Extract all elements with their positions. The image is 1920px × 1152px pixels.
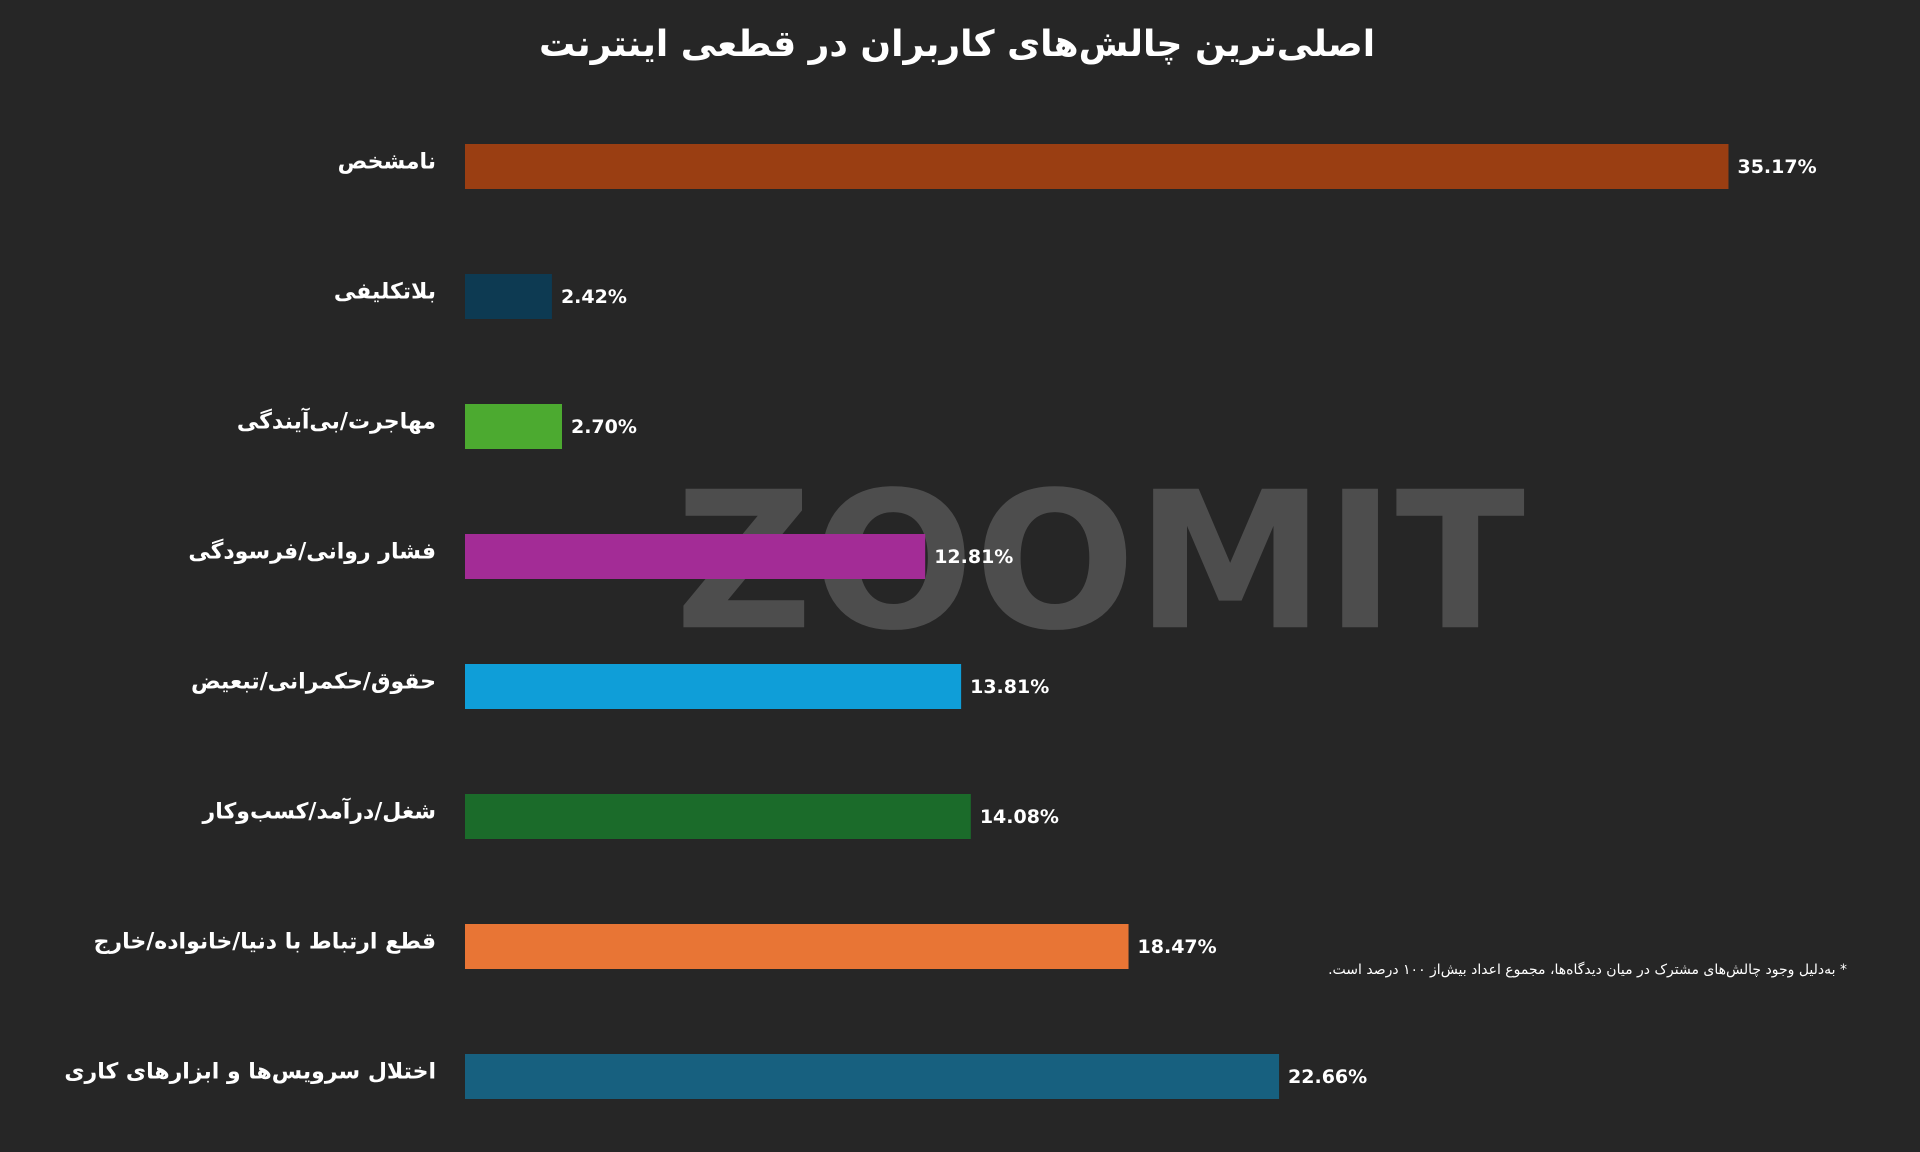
category-label: مهاجرت/بی‌آیندگی [237,407,436,435]
bar [465,404,562,449]
value-label: 13.81% [970,676,1049,698]
value-label: 18.47% [1138,936,1217,958]
chart-title: اصلی‌ترین چالش‌های کاربران در قطعی اینتر… [539,24,1375,65]
bar [465,144,1729,189]
bar [465,794,971,839]
value-label: 14.08% [980,806,1059,828]
bar [465,274,552,319]
category-label: قطع ارتباط با دنیا/خانواده/خارج [94,930,436,955]
footnote: * به‌دلیل وجود چالش‌های مشترک در میان دی… [1328,961,1847,978]
value-label: 35.17% [1737,156,1816,178]
value-label: 22.66% [1288,1066,1367,1088]
category-label: حقوق/حکمرانی/تبعیض [191,670,436,695]
category-label: نامشخص [338,150,436,175]
bar [465,664,962,709]
bar [465,924,1129,969]
category-label: بلاتکلیفی [334,280,436,305]
bar [465,1054,1280,1099]
category-label: فشار روانی/فرسودگی [188,538,436,565]
value-label: 2.42% [561,286,627,308]
value-label: 2.70% [571,416,637,438]
category-label: شغل/درآمد/کسب‌وکار [202,797,436,825]
value-label: 12.81% [934,546,1013,568]
bar [465,534,926,579]
category-label: اختلال سرویس‌ها و ابزارهای کاری [64,1060,436,1085]
